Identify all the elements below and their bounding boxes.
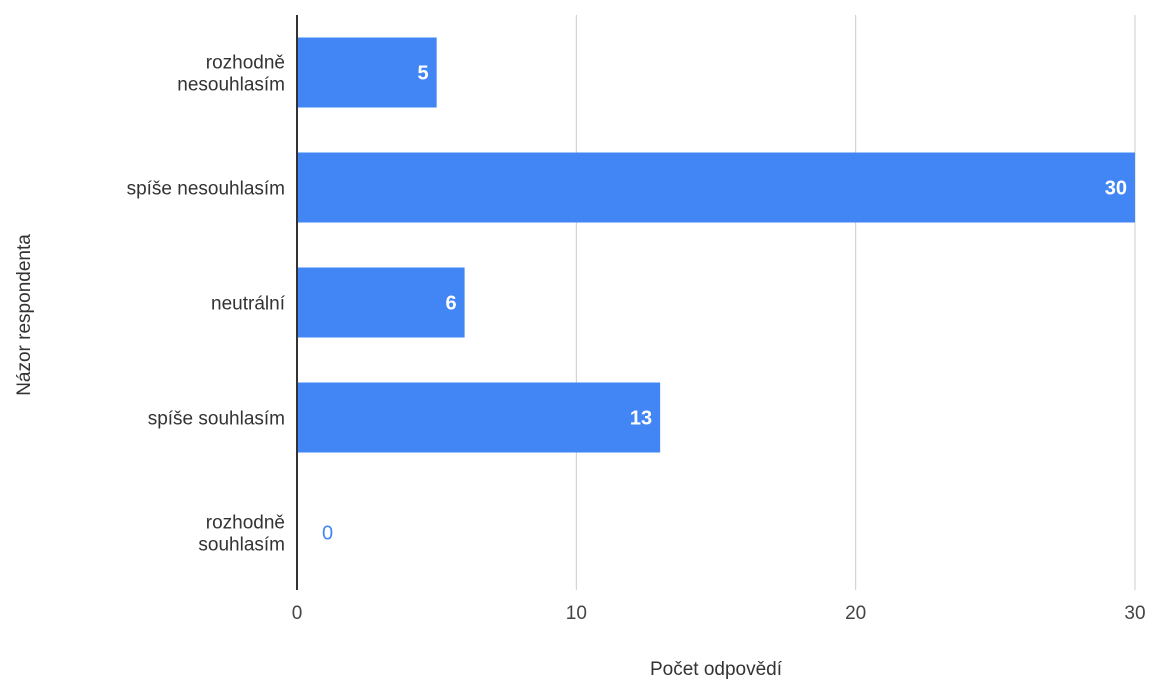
x-tick-label: 20 (845, 603, 866, 624)
bar (297, 37, 437, 108)
y-axis-title: Názor respondenta (14, 234, 35, 396)
y-category-label: nesouhlasím (177, 75, 285, 96)
bar-value-label: 0 (322, 523, 333, 545)
y-category-label: neutrální (211, 294, 286, 315)
x-tick-label: 10 (566, 603, 587, 624)
bar (297, 382, 661, 453)
bar-value-label: 5 (418, 63, 429, 85)
bar (297, 152, 1135, 223)
y-category-label: spíše nesouhlasím (127, 179, 285, 200)
x-axis-title: Počet odpovědí (650, 659, 783, 680)
bar-value-label: 6 (445, 293, 456, 315)
bar-value-label: 13 (630, 408, 652, 430)
y-category-label: souhlasím (198, 535, 285, 556)
y-category-label: spíše souhlasím (148, 409, 285, 430)
x-tick-label: 30 (1124, 603, 1145, 624)
x-tick-label: 0 (292, 603, 303, 624)
gridlines (575, 15, 1136, 590)
bar-value-label: 30 (1105, 178, 1127, 200)
bars (297, 37, 1135, 453)
y-category-label: rozhodně (206, 53, 285, 74)
y-category-label: rozhodně (206, 513, 285, 534)
bar (297, 267, 465, 338)
